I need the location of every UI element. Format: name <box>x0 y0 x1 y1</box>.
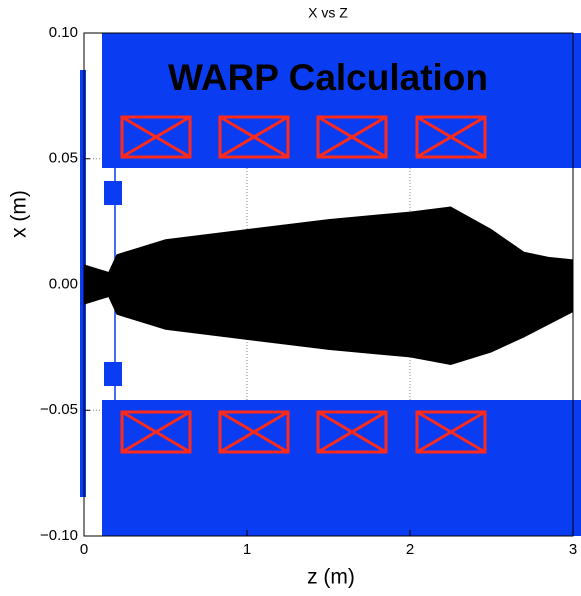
magnet <box>316 410 388 454</box>
x-tick-label: 0 <box>80 541 88 558</box>
x-tick-label: 1 <box>243 541 251 558</box>
annotation: WARP Calculation <box>168 57 488 98</box>
beam-envelope <box>84 284 573 365</box>
source-plate <box>80 70 86 497</box>
magnet <box>218 410 290 454</box>
x-tick-label: 3 <box>569 541 577 558</box>
structures <box>80 33 581 536</box>
magnets <box>120 115 487 454</box>
y-tick-label: 0.05 <box>49 150 78 167</box>
upper-wall <box>102 33 581 168</box>
magnet <box>316 115 388 159</box>
y-axis-label: x (m) <box>8 190 31 238</box>
electrode <box>104 362 122 386</box>
magnet <box>218 115 290 159</box>
magnet <box>120 410 192 454</box>
y-tick-label: −0.10 <box>40 527 78 544</box>
chart-title: X vs Z <box>308 5 348 21</box>
magnet <box>120 115 192 159</box>
x-axis-label: z (m) <box>307 566 355 589</box>
y-tick-label: −0.05 <box>40 401 78 418</box>
y-tick-label: 0.10 <box>49 24 78 41</box>
magnet <box>415 410 487 454</box>
beam <box>84 206 573 365</box>
x-tick-label: 2 <box>406 541 414 558</box>
y-tick-label: 0.00 <box>49 275 78 292</box>
magnet <box>415 115 487 159</box>
lower-wall <box>102 400 581 536</box>
beam-envelope <box>84 206 573 285</box>
electrode <box>104 181 122 205</box>
